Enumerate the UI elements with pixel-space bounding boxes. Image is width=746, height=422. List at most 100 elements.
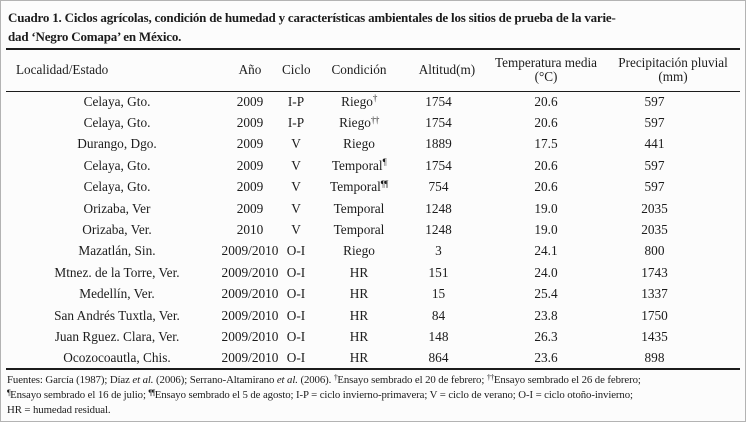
cell-ciclo: O-I — [286, 307, 306, 323]
cell-precipitacion: 597 — [644, 93, 665, 109]
table-row: Celaya, Gto. 2009 I-P Riego†† 1754 20.6 … — [6, 112, 740, 133]
condition-text: Riego — [343, 136, 375, 152]
condition-footnote-marker: ¶ — [382, 157, 387, 168]
cell-altitud: 1248 — [425, 222, 452, 238]
cell-altitud: 1754 — [425, 157, 452, 173]
cell-anio: 2009 — [236, 115, 264, 131]
cell-altitud: 1889 — [425, 136, 452, 152]
condition-text: Riego — [343, 243, 375, 259]
cell-anio: 2009 — [236, 93, 264, 109]
dagger-marker: † — [333, 373, 338, 383]
condition-footnote-marker: †† — [370, 114, 380, 125]
table-header: Localidad/Estado Año Ciclo Condición Alt… — [6, 50, 740, 92]
cell-altitud: 1248 — [425, 200, 452, 216]
condition-text: Temporal — [333, 222, 385, 238]
table-row: Mazatlán, Sin. 2009/2010 O-I Riego 3 24.… — [6, 241, 740, 262]
cell-ciclo: O-I — [286, 286, 306, 302]
cell-altitud: 15 — [431, 286, 446, 302]
cell-precipitacion: 800 — [644, 243, 665, 259]
cell-anio: 2009/2010 — [221, 349, 279, 365]
cell-localidad: San Andrés Tuxtla, Ver. — [54, 307, 180, 323]
table-row: Mtnez. de la Torre, Ver. 2009/2010 O-I H… — [6, 262, 740, 283]
cell-precipitacion: 597 — [644, 115, 665, 131]
cell-ciclo: O-I — [286, 243, 306, 259]
condition-text: HR — [349, 286, 369, 302]
cell-precipitacion: 597 — [644, 179, 665, 195]
cell-anio: 2009/2010 — [221, 243, 279, 259]
cell-altitud: 754 — [428, 179, 449, 195]
table-footnotes: Fuentes: García (1987); Díaz et al. (200… — [6, 370, 740, 417]
footnote-line-3: HR = humedad residual. — [7, 404, 111, 417]
cell-altitud: 3 — [435, 243, 442, 259]
double-pilcrow-marker: ¶¶ — [148, 388, 155, 398]
condition-text: HR — [349, 264, 369, 280]
condition-text: HR — [349, 328, 369, 344]
condition-text: Riego — [339, 115, 371, 131]
cell-condicion: Riego† — [310, 91, 408, 112]
cell-altitud: 148 — [428, 328, 449, 344]
cell-temperatura: 23.6 — [534, 349, 558, 365]
table-row: Celaya, Gto. 2009 V Temporal¶¶ 754 20.6 … — [6, 177, 740, 198]
cell-altitud: 84 — [431, 307, 446, 323]
cell-temperatura: 23.8 — [534, 307, 558, 323]
cell-ciclo: V — [291, 136, 301, 152]
cell-altitud: 151 — [428, 264, 449, 280]
cell-precipitacion: 2035 — [641, 200, 668, 216]
cell-precipitacion: 441 — [644, 136, 665, 152]
cell-ciclo: V — [291, 200, 301, 216]
table-row: San Andrés Tuxtla, Ver. 2009/2010 O-I HR… — [6, 305, 740, 326]
cell-condicion: HR — [310, 305, 408, 326]
condition-text: Temporal — [333, 200, 385, 216]
cell-temperatura: 24.0 — [534, 264, 558, 280]
cell-condicion: Temporal — [310, 219, 408, 240]
cell-localidad: Mazatlán, Sin. — [78, 243, 156, 259]
cell-condicion: HR — [310, 326, 408, 347]
cell-ciclo: I-P — [287, 115, 305, 131]
table-body: Celaya, Gto. 2009 I-P Riego† 1754 20.6 5… — [6, 91, 740, 369]
cell-anio: 2009/2010 — [221, 286, 279, 302]
cell-temperatura: 20.6 — [534, 93, 558, 109]
cell-temperatura: 20.6 — [534, 179, 558, 195]
table-row: Orizaba, Ver. 2010 V Temporal 1248 19.0 … — [6, 219, 740, 240]
footnote-etal: et al. — [132, 374, 154, 387]
cell-precipitacion: 597 — [644, 157, 665, 173]
cell-localidad: Orizaba, Ver. — [82, 222, 152, 238]
cell-condicion: HR — [310, 348, 408, 369]
table-row: Medellín, Ver. 2009/2010 O-I HR 15 25.4 … — [6, 284, 740, 305]
cell-temperatura: 24.1 — [534, 243, 558, 259]
table-caption: Cuadro 1. Ciclos agrícolas, condición de… — [6, 1, 740, 50]
table-row: Orizaba, Ver 2009 V Temporal 1248 19.0 2… — [6, 198, 740, 219]
cell-precipitacion: 898 — [644, 349, 665, 365]
cell-condicion: Temporal — [310, 198, 408, 219]
cell-condicion: HR — [310, 262, 408, 283]
cell-condicion: Temporal¶ — [310, 155, 408, 176]
data-table: Localidad/Estado Año Ciclo Condición Alt… — [6, 50, 740, 371]
column-header-localidad: Localidad/Estado — [6, 50, 218, 92]
cell-condicion: Riego†† — [310, 112, 408, 133]
condition-text: Riego — [341, 93, 373, 109]
cell-condicion: Temporal¶¶ — [310, 177, 408, 198]
cell-localidad: Celaya, Gto. — [83, 93, 151, 109]
cell-precipitacion: 2035 — [641, 222, 668, 238]
table-row: Celaya, Gto. 2009 I-P Riego† 1754 20.6 5… — [6, 91, 740, 112]
condition-text: Temporal — [330, 179, 381, 195]
cell-anio: 2010 — [236, 222, 264, 238]
cell-condicion: Riego — [310, 134, 408, 155]
cell-anio: 2009 — [236, 136, 264, 152]
cell-anio: 2009/2010 — [221, 264, 279, 280]
cell-localidad: Celaya, Gto. — [83, 179, 151, 195]
cell-altitud: 1754 — [425, 93, 452, 109]
condition-text: Temporal — [331, 157, 383, 173]
cell-ciclo: I-P — [287, 93, 305, 109]
cell-anio: 2009 — [236, 157, 264, 173]
condition-text: HR — [349, 349, 369, 365]
cell-temperatura: 19.0 — [534, 222, 558, 238]
pilcrow-marker: ¶ — [7, 388, 11, 398]
header-row: Localidad/Estado Año Ciclo Condición Alt… — [6, 50, 740, 92]
cell-anio: 2009/2010 — [221, 307, 279, 323]
cell-ciclo: O-I — [286, 264, 306, 280]
table-row: Ocozocoautla, Chis. 2009/2010 O-I HR 864… — [6, 348, 740, 369]
cell-ciclo: O-I — [286, 349, 306, 365]
double-dagger-marker: †† — [486, 373, 495, 383]
cell-temperatura: 20.6 — [534, 157, 558, 173]
